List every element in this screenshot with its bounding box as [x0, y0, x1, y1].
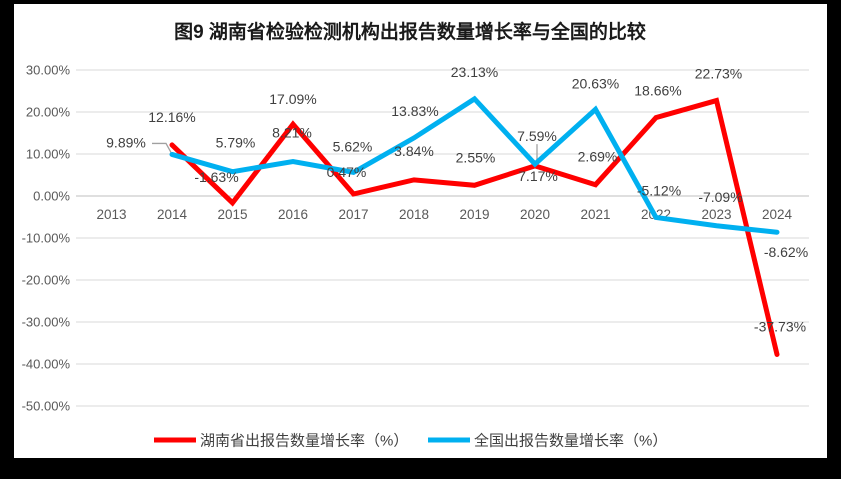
leader-lines — [152, 142, 538, 162]
growth-comparison-chart: 30.00% 20.00% 10.00% 0.00% -10.00% -20.00% -30… — [22, 20, 809, 450]
axis-layer: 30.00% 20.00% 10.00% 0.00% -10.00% -20.00% -30… — [22, 63, 793, 414]
x-axis-tick-label: 2020 — [520, 207, 550, 222]
x-axis-tick-label: 2021 — [580, 207, 610, 222]
data-label: 3.84% — [394, 143, 434, 159]
data-label: 7.59% — [517, 128, 557, 144]
x-axis-tick-label: 2014 — [157, 207, 188, 222]
x-axis-tick-label: 2013 — [96, 207, 126, 222]
legend-label-national: 全国出报告数量增长率（%） — [474, 432, 667, 450]
data-label: 9.89% — [106, 134, 146, 150]
label-leader-line — [152, 142, 172, 153]
data-label: 5.62% — [333, 138, 373, 154]
y-axis-tick-label: -30.00% — [22, 315, 71, 330]
y-axis-tick-label: 30.00% — [26, 63, 71, 78]
data-label: 2.55% — [456, 149, 496, 165]
y-axis-tick-label: -20.00% — [22, 273, 71, 288]
y-axis-tick-label: 10.00% — [26, 147, 71, 162]
y-axis-tick-label: 0.00% — [33, 189, 70, 204]
data-label: 0.47% — [327, 164, 367, 180]
y-axis-tick-label: -10.00% — [22, 231, 71, 246]
data-label: -7.09% — [698, 189, 742, 205]
data-label: -8.62% — [764, 244, 808, 260]
data-label-layer: 12.16% -1.63% 17.09% 0.47% 3.84% 2.55% 7.17% 2.… — [106, 64, 808, 335]
grid-layer — [76, 69, 809, 407]
data-label: 8.21% — [272, 125, 312, 141]
data-label: -1.63% — [194, 169, 238, 185]
x-axis-tick-label: 2024 — [762, 207, 793, 222]
chart-title: 图9 湖南省检验检测机构出报告数量增长率与全国的比较 — [174, 20, 646, 43]
data-label: 18.66% — [634, 83, 681, 99]
chart-canvas: 30.00% 20.00% 10.00% 0.00% -10.00% -20.00% -30… — [14, 4, 827, 458]
y-axis-tick-label: 20.00% — [26, 105, 71, 120]
legend: 湖南省出报告数量增长率（%） 全国出报告数量增长率（%） — [154, 432, 667, 450]
data-label: -5.12% — [637, 183, 681, 199]
x-axis-tick-label: 2023 — [701, 207, 731, 222]
series-layer — [169, 95, 780, 357]
legend-label-hunan: 湖南省出报告数量增长率（%） — [200, 433, 408, 450]
data-label: 7.17% — [518, 168, 558, 184]
data-label: 23.13% — [451, 64, 498, 80]
series-line-0 — [169, 97, 780, 357]
y-axis-tick-label: -50.00% — [22, 399, 71, 414]
x-axis-tick-label: 2018 — [399, 207, 429, 222]
data-label: -37.73% — [754, 318, 806, 334]
data-label: 13.83% — [391, 103, 438, 119]
data-label: 5.79% — [216, 135, 256, 151]
data-label: 2.69% — [578, 149, 618, 165]
data-label: 12.16% — [148, 109, 195, 125]
data-label: 20.63% — [572, 75, 619, 91]
data-label: 17.09% — [269, 91, 316, 107]
x-axis-tick-label: 2019 — [459, 207, 489, 222]
x-axis-tick-label: 2016 — [278, 207, 308, 222]
y-axis-tick-label: -40.00% — [22, 357, 71, 372]
data-label: 22.73% — [695, 66, 742, 82]
series-line-1 — [169, 95, 780, 235]
x-axis-tick-label: 2015 — [217, 207, 247, 222]
x-axis-tick-label: 2017 — [338, 207, 368, 222]
